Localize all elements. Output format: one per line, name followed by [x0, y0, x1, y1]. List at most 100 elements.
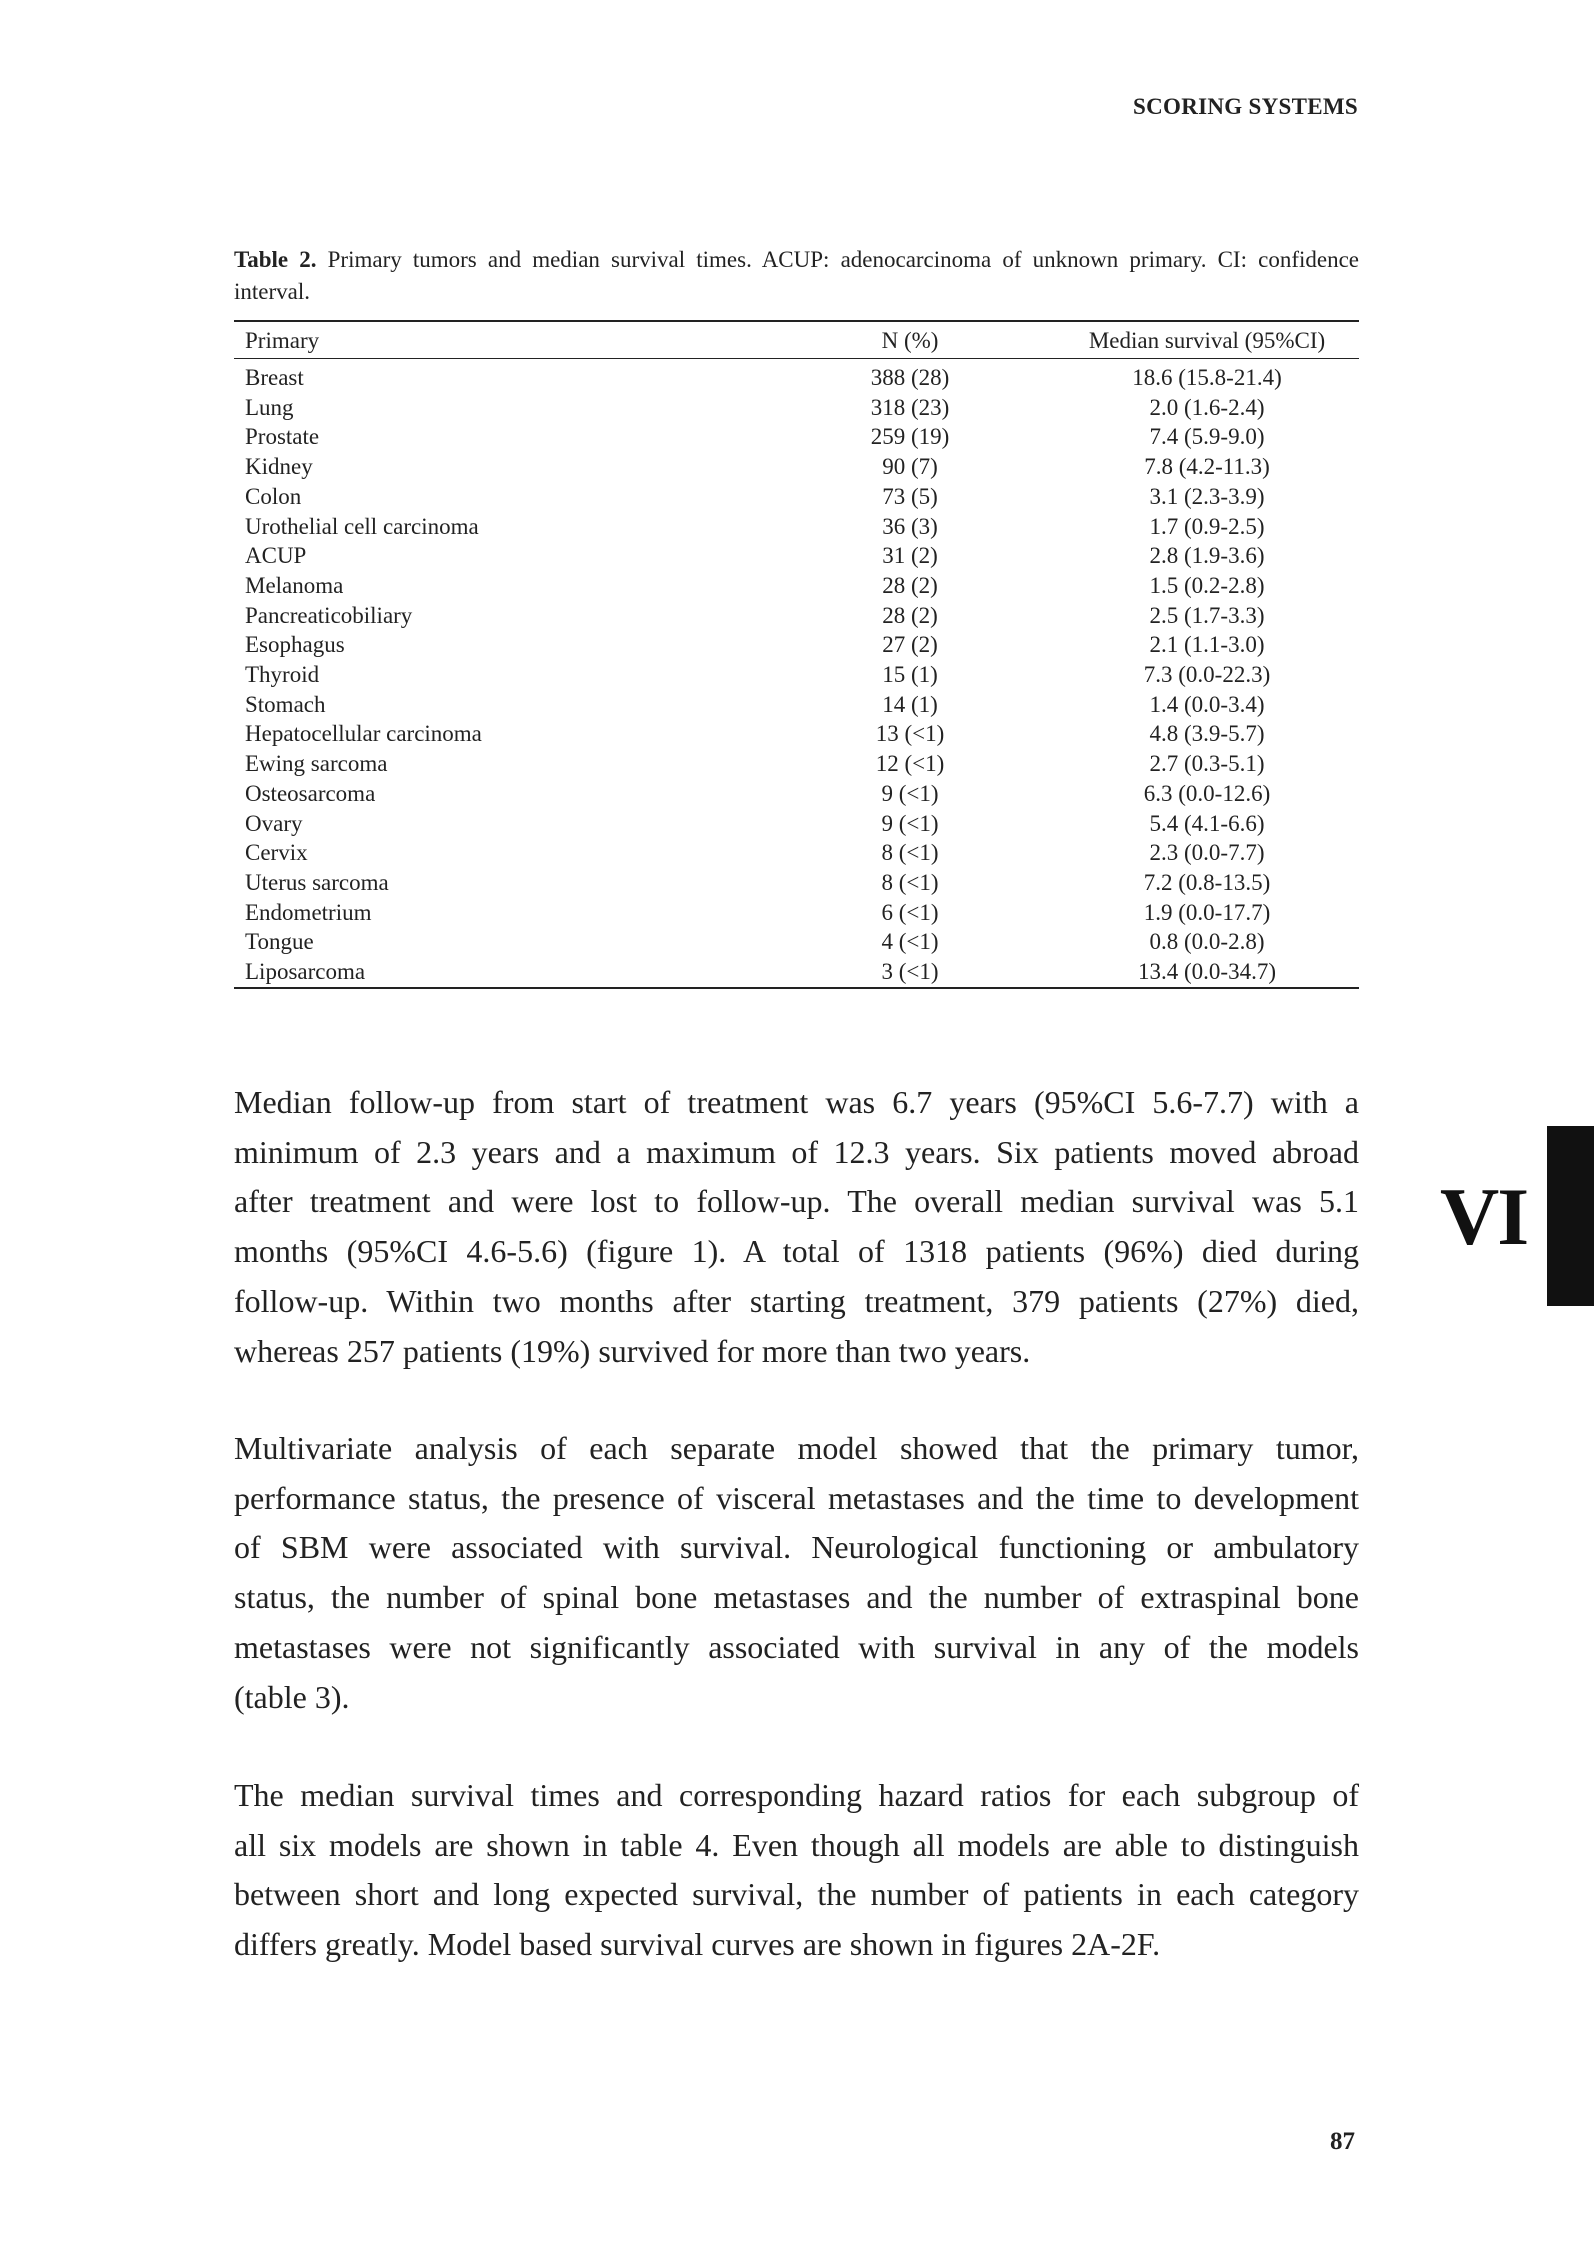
cell-primary: Ovary: [245, 810, 303, 836]
paragraph-multivariate: Multivariate analysis of each separate m…: [234, 1424, 1359, 1722]
text-line: all six models are shown in table 4. Eve…: [234, 1826, 1359, 1863]
running-head: SCORING SYSTEMS: [1133, 94, 1358, 119]
table-row: Esophagus 27 (2) 2.1 (1.1-3.0): [234, 630, 1359, 660]
cell-median-survival: 1.5 (0.2-2.8): [1149, 572, 1265, 598]
text-line: performance status, the presence of visc…: [234, 1479, 1359, 1516]
cell-n: 13 (<1): [875, 721, 945, 747]
text-line: metastases were not significantly associ…: [234, 1628, 1359, 1665]
cell-primary: Lung: [245, 394, 294, 420]
cell-median-survival: 2.5 (1.7-3.3): [1149, 602, 1265, 628]
text-line: follow-up. Within two months after start…: [234, 1282, 1359, 1319]
table-row: Melanoma 28 (2) 1.5 (0.2-2.8): [234, 571, 1359, 601]
text-line: whereas 257 patients (19%) survived for …: [234, 1332, 1031, 1369]
cell-median-survival: 7.8 (4.2-11.3): [1144, 454, 1270, 480]
cell-median-survival: 2.3 (0.0-7.7): [1149, 840, 1265, 866]
cell-n: 28 (2): [882, 572, 938, 598]
cell-median-survival: 4.8 (3.9-5.7): [1149, 721, 1265, 747]
cell-n: 90 (7): [882, 454, 938, 480]
table-header-row: Primary N (%) Median survival (95%CI): [234, 321, 1359, 359]
cell-median-survival: 1.4 (0.0-3.4): [1149, 691, 1265, 717]
caption-text: Primary tumors and median survival times…: [234, 247, 1359, 304]
cell-n: 3 (<1): [881, 959, 939, 985]
header-median-survival: Median survival (95%CI): [1088, 328, 1326, 353]
cell-median-survival: 7.3 (0.0-22.3): [1143, 662, 1271, 688]
cell-primary: Endometrium: [245, 899, 372, 925]
table-row: Thyroid 15 (1) 7.3 (0.0-22.3): [234, 660, 1359, 690]
cell-primary: Osteosarcoma: [245, 780, 376, 806]
cell-n: 8 (<1): [881, 869, 939, 895]
cell-primary: Melanoma: [245, 572, 344, 598]
table-row: Ewing sarcoma 12 (<1) 2.7 (0.3-5.1): [234, 749, 1359, 779]
cell-primary: Pancreaticobiliary: [245, 602, 413, 628]
cell-primary: Urothelial cell carcinoma: [245, 513, 479, 539]
text-line: months (95%CI 4.6-5.6) (figure 1). A tot…: [234, 1233, 1359, 1270]
primary-tumors-table: Primary N (%) Median survival (95%CI) Br…: [234, 320, 1359, 989]
cell-median-survival: 1.7 (0.9-2.5): [1149, 513, 1265, 539]
text-line: after treatment and were lost to follow-…: [234, 1183, 1359, 1220]
text-line: of SBM were associated with survival. Ne…: [234, 1529, 1359, 1566]
cell-primary: Uterus sarcoma: [245, 869, 389, 895]
cell-n: 14 (1): [882, 691, 938, 717]
cell-primary: Cervix: [245, 840, 308, 866]
cell-n: 9 (<1): [881, 810, 939, 836]
cell-primary: Breast: [245, 365, 304, 390]
cell-median-survival: 2.1 (1.1-3.0): [1149, 632, 1265, 658]
table-row: ACUP 31 (2) 2.8 (1.9-3.6): [234, 541, 1359, 571]
cell-median-survival: 5.4 (4.1-6.6): [1149, 810, 1265, 836]
cell-primary: ACUP: [245, 543, 307, 569]
header-n: N (%): [881, 328, 939, 353]
cell-n: 6 (<1): [881, 899, 939, 925]
cell-n: 4 (<1): [881, 929, 939, 955]
text-line: (table 3).: [234, 1678, 350, 1715]
caption-label: Table 2.: [234, 247, 317, 272]
table-row: Ovary 9 (<1) 5.4 (4.1-6.6): [234, 809, 1359, 839]
text-line: between short and long expected survival…: [234, 1876, 1359, 1913]
cell-primary: Kidney: [245, 454, 313, 480]
cell-primary: Liposarcoma: [245, 959, 366, 985]
cell-primary: Tongue: [245, 929, 314, 955]
chapter-number: VI: [1440, 1171, 1529, 1262]
cell-primary: Esophagus: [245, 632, 345, 658]
cell-n: 36 (3): [882, 513, 938, 539]
text-line: status, the number of spinal bone metast…: [234, 1579, 1359, 1616]
paragraph-median-survival: The median survival times and correspond…: [234, 1771, 1359, 1970]
cell-n: 28 (2): [882, 602, 938, 628]
chapter-tab-marker: [1547, 1126, 1594, 1306]
table-row: Uterus sarcoma 8 (<1) 7.2 (0.8-13.5): [234, 868, 1359, 898]
text-line: The median survival times and correspond…: [234, 1777, 1359, 1813]
table-row: Colon 73 (5) 3.1 (2.3-3.9): [234, 482, 1359, 512]
cell-primary: Colon: [245, 483, 302, 509]
table-row: Hepatocellular carcinoma 13 (<1) 4.8 (3.9-…: [234, 719, 1359, 749]
header-primary: Primary: [245, 328, 320, 353]
table-row: Kidney 90 (7) 7.8 (4.2-11.3): [234, 452, 1359, 482]
cell-primary: Thyroid: [245, 662, 320, 688]
text-line: differs greatly. Model based survival cu…: [234, 1926, 1161, 1963]
table-row: Stomach 14 (1) 1.4 (0.0-3.4): [234, 690, 1359, 720]
text-line: Multivariate analysis of each separate m…: [234, 1430, 1359, 1466]
table-row: Prostate 259 (19) 7.4 (5.9-9.0): [234, 422, 1359, 452]
cell-median-survival: 0.8 (0.0-2.8): [1149, 929, 1265, 955]
page-number: 87: [1330, 2128, 1355, 2155]
table-row: Breast 388 (28) 18.6 (15.8-21.4): [234, 359, 1359, 393]
table-row: Urothelial cell carcinoma 36 (3) 1.7 (0.9-…: [234, 512, 1359, 542]
text-line: minimum of 2.3 years and a maximum of 12…: [234, 1133, 1359, 1170]
cell-median-survival: 13.4 (0.0-34.7): [1138, 959, 1276, 985]
cell-n: 388 (28): [870, 365, 950, 390]
table-row: Tongue 4 (<1) 0.8 (0.0-2.8): [234, 927, 1359, 957]
cell-n: 31 (2): [882, 543, 938, 569]
cell-median-survival: 1.9 (0.0-17.7): [1143, 899, 1271, 925]
cell-median-survival: 2.7 (0.3-5.1): [1149, 751, 1265, 777]
text-line: Median follow-up from start of treatment…: [234, 1084, 1359, 1120]
table-row: Liposarcoma 3 (<1) 13.4 (0.0-34.7): [234, 957, 1359, 988]
cell-median-survival: 3.1 (2.3-3.9): [1149, 483, 1265, 509]
cell-median-survival: 6.3 (0.0-12.6): [1143, 780, 1271, 806]
cell-median-survival: 7.4 (5.9-9.0): [1149, 424, 1265, 450]
cell-median-survival: 2.8 (1.9-3.6): [1149, 543, 1265, 569]
cell-n: 8 (<1): [881, 840, 939, 866]
cell-median-survival: 18.6 (15.8-21.4): [1132, 365, 1282, 390]
cell-primary: Prostate: [245, 424, 320, 450]
cell-median-survival: 7.2 (0.8-13.5): [1143, 869, 1271, 895]
cell-n: 27 (2): [882, 632, 938, 658]
paragraph-follow-up: Median follow-up from start of treatment…: [234, 1078, 1359, 1376]
cell-n: 259 (19): [870, 424, 950, 450]
